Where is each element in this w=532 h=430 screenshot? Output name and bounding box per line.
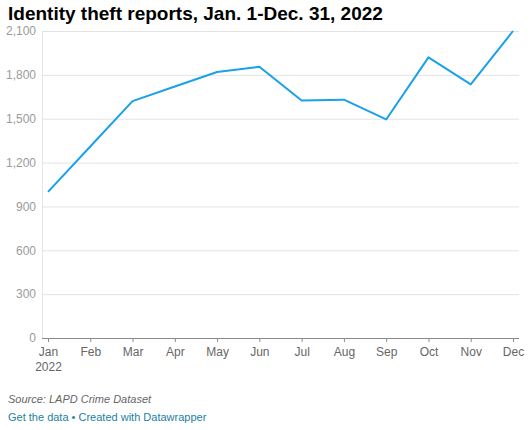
- x-tick: Sep: [376, 338, 398, 359]
- y-axis: 0 300 600 900 1,200 1,500 1,800 2,100: [6, 24, 519, 345]
- y-tick-label: 1,500: [6, 112, 36, 126]
- x-tick-mark: [386, 338, 387, 342]
- y-axis-line: [43, 32, 520, 339]
- footer: Get the data • Created with Datawrapper: [8, 411, 207, 423]
- line: [48, 31, 513, 192]
- x-axis-line: [49, 338, 514, 339]
- x-tick-mark: [217, 338, 218, 342]
- y-tick: 2,100: [6, 24, 519, 38]
- y-tick-label: 1,200: [6, 156, 36, 170]
- x-tick-label: Feb: [80, 345, 101, 359]
- x-tick-mark: [90, 338, 91, 342]
- x-tick: Jun: [250, 338, 269, 359]
- x-tick: Dec: [503, 338, 524, 359]
- y-tick: 300: [16, 287, 519, 301]
- x-tick-label: Jan2022: [35, 345, 62, 374]
- x-tick-label-line: Oct: [420, 345, 439, 359]
- x-tick-label: Mar: [123, 345, 144, 359]
- x-tick-mark: [471, 338, 472, 342]
- x-tick-label-line: 2022: [35, 360, 62, 374]
- x-tick: Jul: [294, 338, 309, 359]
- grid-line: [42, 75, 519, 76]
- title: Identity theft reports, Jan. 1-Dec. 31, …: [8, 3, 383, 24]
- y-tick-label: 300: [16, 287, 36, 301]
- chart: Identity theft reports, Jan. 1-Dec. 31, …: [0, 0, 532, 430]
- x-tick: Nov: [461, 338, 482, 359]
- x-tick-label-line: Dec: [503, 345, 524, 359]
- x-axis: Jan2022 Feb Mar Apr May Jun Jul Aug Sep Oct Nov Dec: [35, 338, 524, 374]
- x-tick-mark: [175, 338, 176, 342]
- x-tick: Apr: [166, 338, 185, 359]
- x-tick-mark: [428, 338, 429, 342]
- x-tick-label-line: Jun: [250, 345, 269, 359]
- x-tick-label-line: Jul: [294, 345, 309, 359]
- x-tick-mark: [48, 338, 49, 342]
- grid-line: [42, 119, 519, 120]
- plot-area: [48, 31, 513, 192]
- grid-line: [42, 163, 519, 164]
- x-tick-label: May: [206, 345, 229, 359]
- x-tick-label-line: Apr: [166, 345, 185, 359]
- y-tick: 1,500: [6, 112, 519, 126]
- x-tick-label: Jun: [250, 345, 269, 359]
- source: Source: LAPD Crime Dataset: [8, 393, 152, 405]
- x-tick-label: Jul: [294, 345, 309, 359]
- grid-line: [42, 250, 519, 251]
- y-tick-label: 1,800: [6, 68, 36, 82]
- x-tick-mark: [133, 338, 134, 342]
- x-tick-label: Oct: [420, 345, 439, 359]
- y-tick-label: 0: [29, 331, 36, 345]
- x-tick: Oct: [420, 338, 439, 359]
- y-tick: 1,200: [6, 156, 519, 170]
- grid-line: [42, 294, 519, 295]
- grid-line: [42, 206, 519, 207]
- x-tick-label-line: Feb: [80, 345, 101, 359]
- x-tick-label-line: Nov: [461, 345, 482, 359]
- x-tick: May: [206, 338, 229, 359]
- x-tick-label: Dec: [503, 345, 524, 359]
- x-tick-mark: [344, 338, 345, 342]
- y-tick-label: 2,100: [6, 24, 36, 38]
- y-tick: 600: [16, 244, 519, 258]
- x-tick-mark: [513, 338, 514, 342]
- x-tick-label-line: May: [206, 345, 229, 359]
- y-tick-label: 900: [16, 200, 36, 214]
- x-tick-label: Sep: [376, 345, 398, 359]
- y-tick: 0: [29, 331, 519, 345]
- x-tick: Jan2022: [35, 338, 62, 374]
- grid-line: [42, 338, 519, 339]
- y-tick: 900: [16, 200, 519, 214]
- x-tick-label: Aug: [334, 345, 355, 359]
- x-tick-label-line: Sep: [376, 345, 398, 359]
- x-tick-mark: [259, 338, 260, 342]
- x-tick-mark: [302, 338, 303, 342]
- x-tick: Mar: [123, 338, 144, 359]
- y-tick-label: 600: [16, 244, 36, 258]
- x-tick-label-line: Aug: [334, 345, 355, 359]
- x-tick-label-line: Jan: [39, 345, 58, 359]
- x-tick-label: Apr: [166, 345, 185, 359]
- x-tick-label: Nov: [461, 345, 482, 359]
- grid-line: [42, 31, 519, 32]
- x-tick: Feb: [80, 338, 101, 359]
- x-tick: Aug: [334, 338, 355, 359]
- x-tick-label-line: Mar: [123, 345, 144, 359]
